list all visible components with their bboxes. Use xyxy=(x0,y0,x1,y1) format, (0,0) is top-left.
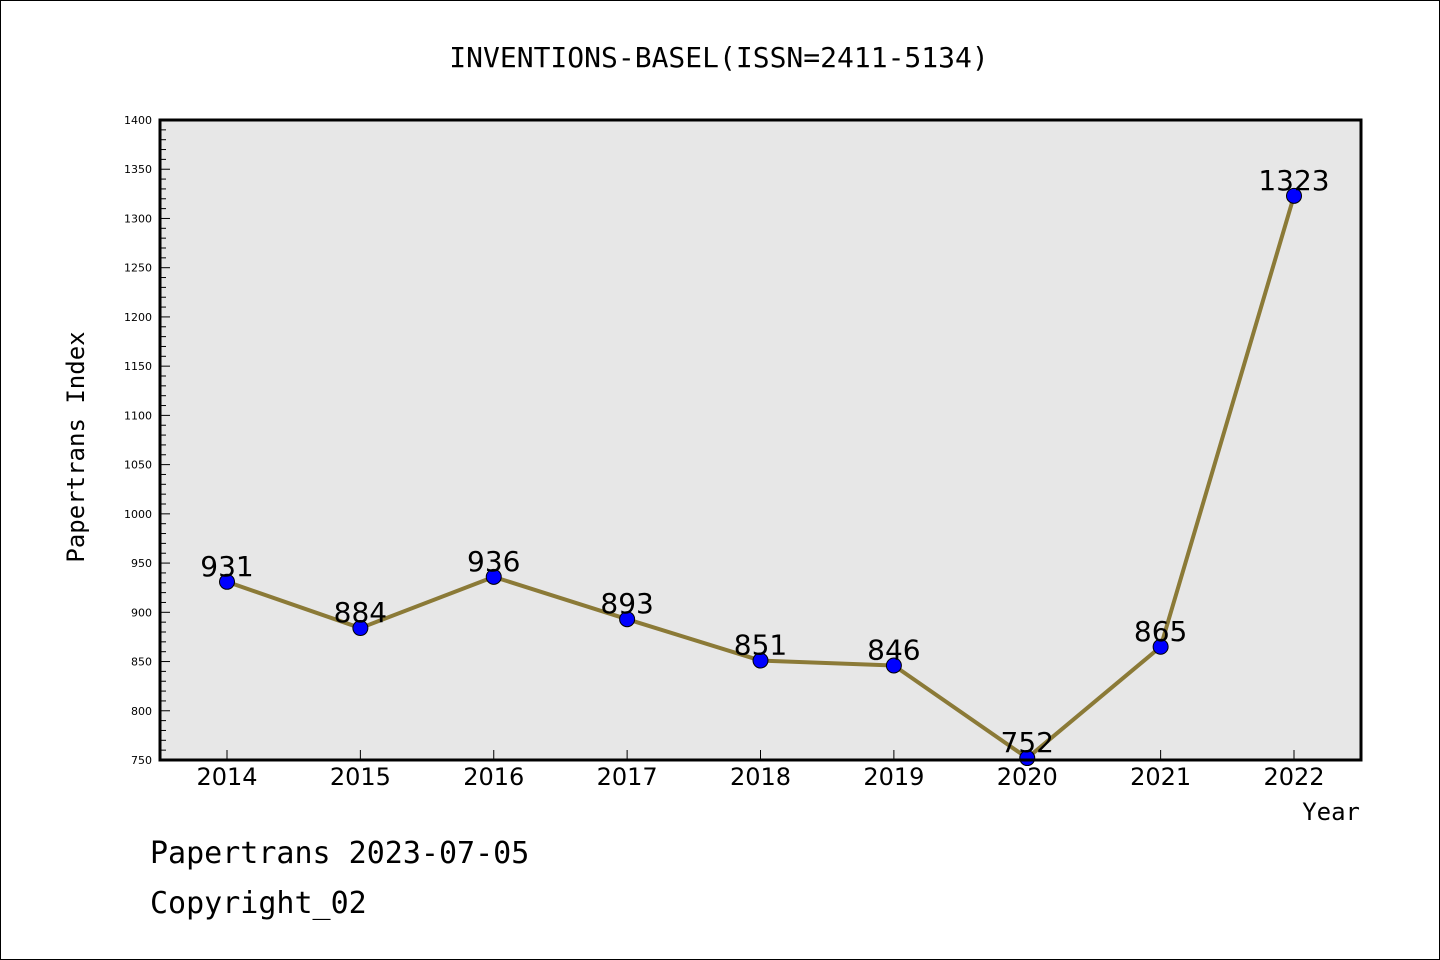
data-label: 752 xyxy=(1001,726,1054,759)
series-markers xyxy=(219,187,1302,767)
data-point xyxy=(1019,750,1036,767)
data-label: 893 xyxy=(600,587,653,620)
y-tick-label: 1100 xyxy=(124,409,152,422)
y-tick-label: 1150 xyxy=(124,360,152,373)
y-tick-label: 1000 xyxy=(124,508,152,521)
plot-border xyxy=(158,118,1363,762)
x-tick-label: 2022 xyxy=(1263,763,1324,791)
data-label: 865 xyxy=(1134,615,1187,648)
x-tick-label: 2015 xyxy=(330,763,391,791)
data-label: 1323 xyxy=(1258,164,1329,197)
y-tick-label: 850 xyxy=(131,656,152,669)
x-tick-label: 2020 xyxy=(997,763,1058,791)
x-tick-label: 2016 xyxy=(463,763,524,791)
data-label: 931 xyxy=(200,550,253,583)
data-point xyxy=(885,657,902,674)
x-axis: 2014 2015 2016 2017 2018 2019 2020 2021 2022 xyxy=(196,750,1325,791)
y-tick-label: 900 xyxy=(131,606,152,619)
y-axis: 750 800 850 900 950 1000 1050 1100 1150 1200 1250 1… xyxy=(124,114,170,767)
data-point xyxy=(1152,638,1169,655)
y-tick-label: 1300 xyxy=(124,212,152,225)
data-point xyxy=(619,611,636,628)
x-tick-label: 2017 xyxy=(597,763,658,791)
data-point xyxy=(1286,187,1302,204)
data-label: 846 xyxy=(867,633,920,666)
y-tick-label: 1200 xyxy=(124,311,152,324)
y-tick-label: 1050 xyxy=(124,459,152,472)
data-point xyxy=(352,620,369,637)
footer-copyright-text: Copyright_02 xyxy=(150,886,367,921)
y-tick-label: 1400 xyxy=(124,114,152,127)
data-label: 851 xyxy=(734,629,787,662)
data-label: 936 xyxy=(467,545,520,578)
data-label: 884 xyxy=(334,596,387,629)
x-tick-label: 2018 xyxy=(730,763,791,791)
x-tick-label: 2014 xyxy=(196,763,257,791)
y-tick-label: 1350 xyxy=(124,163,152,176)
data-point xyxy=(219,573,235,590)
data-point xyxy=(485,568,502,585)
y-tick-label: 800 xyxy=(131,705,152,718)
x-axis-label: Year xyxy=(1302,798,1360,826)
data-point xyxy=(752,652,769,669)
y-tick-label: 1250 xyxy=(124,262,152,275)
footer-date-text: Papertrans 2023-07-05 xyxy=(150,836,530,871)
data-labels: 931 884 936 893 851 846 752 865 1323 xyxy=(200,164,1329,759)
x-tick-label: 2021 xyxy=(1130,763,1191,791)
y-tick-label: 750 xyxy=(131,754,152,767)
chart-title: INVENTIONS-BASEL(ISSN=2411-5134) xyxy=(449,41,988,74)
y-tick-label: 950 xyxy=(131,557,152,570)
y-axis-label: Papertrans Index xyxy=(62,331,90,562)
x-tick-label: 2019 xyxy=(863,763,924,791)
